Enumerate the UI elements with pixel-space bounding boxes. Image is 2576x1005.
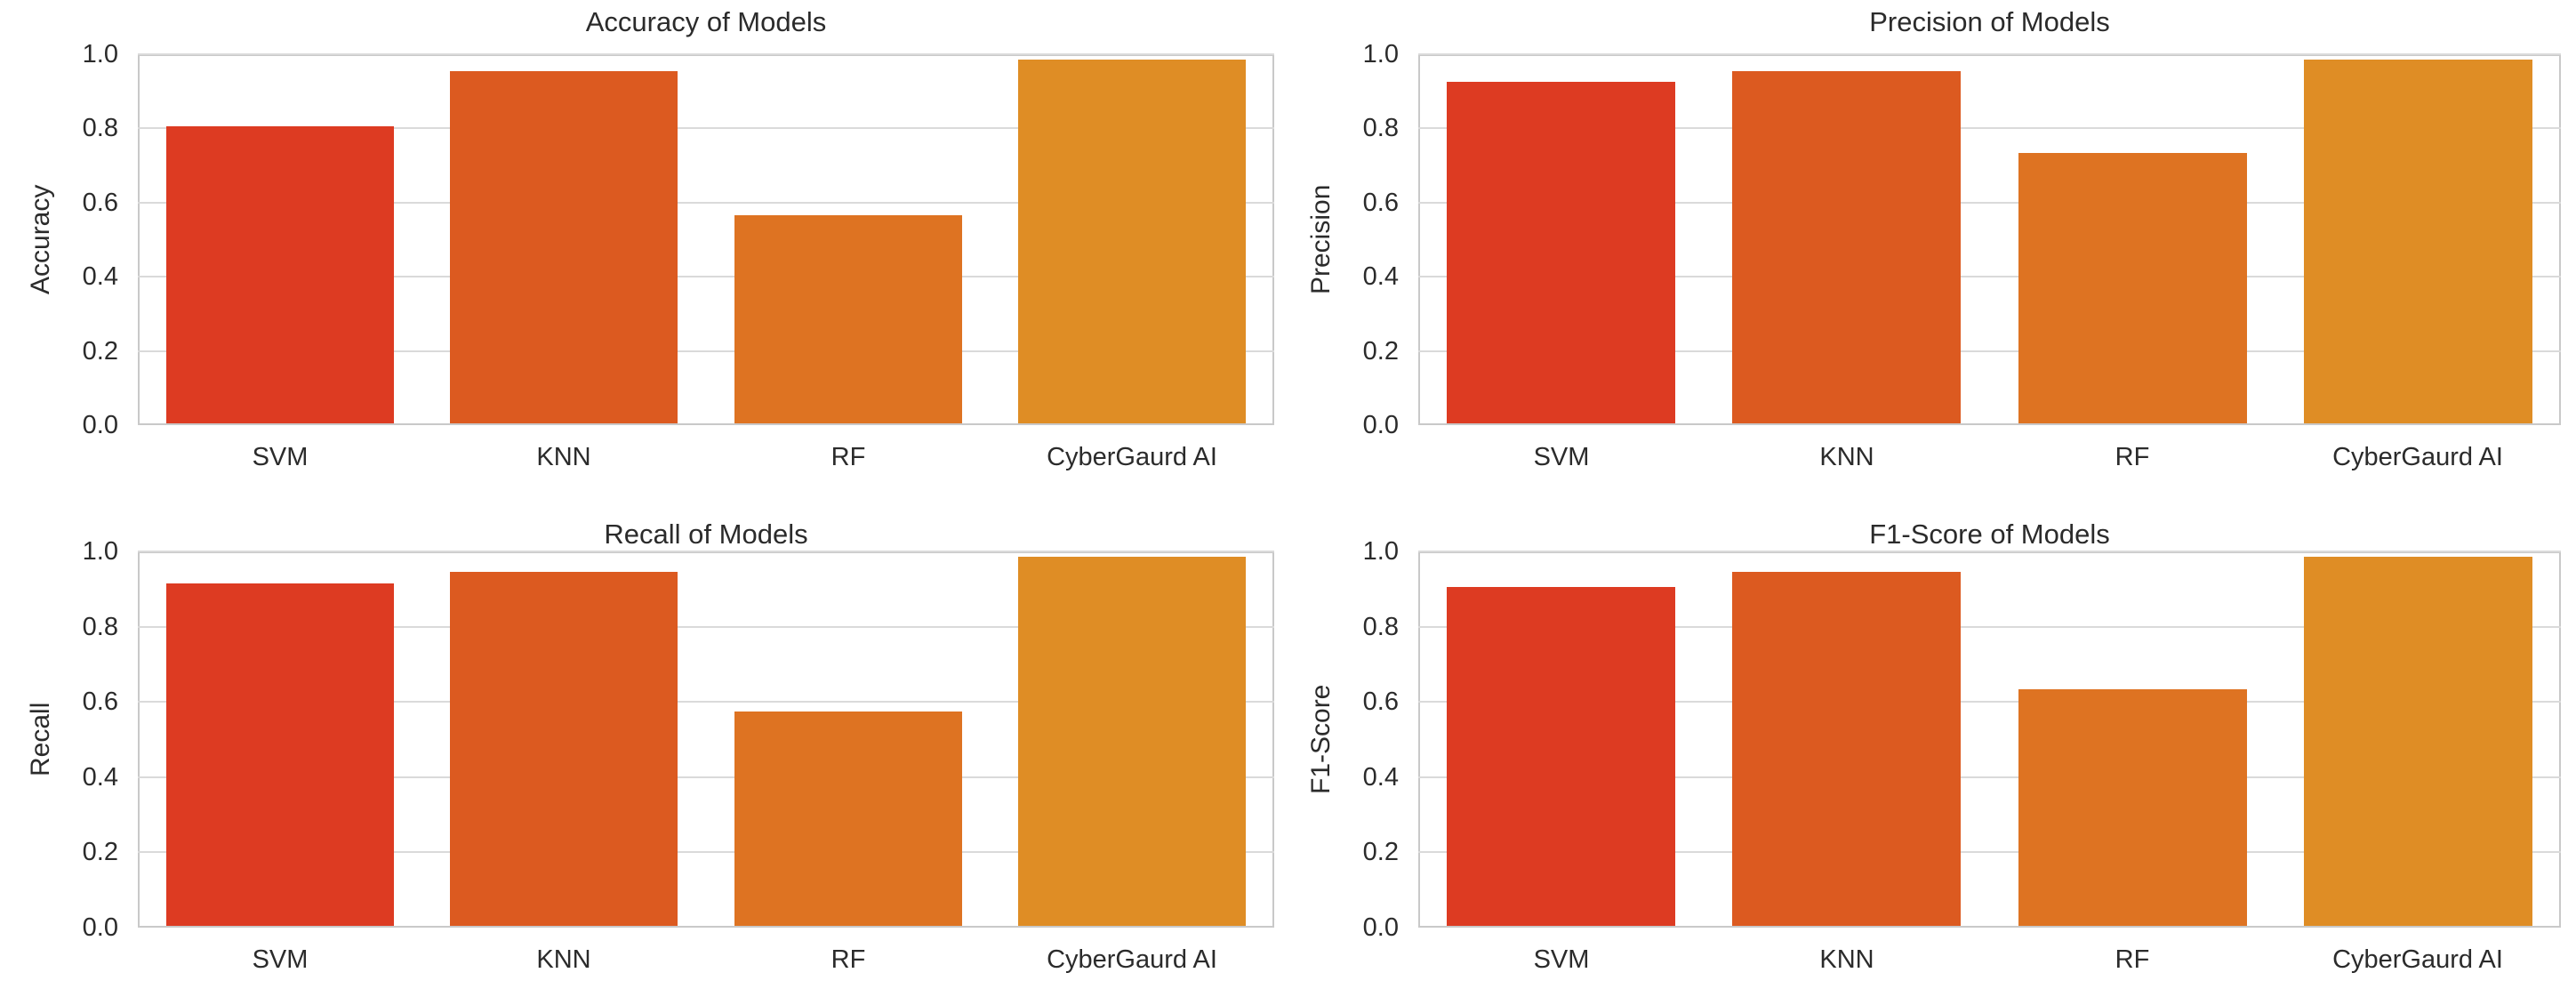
gridline-accuracy-1.0 (138, 53, 1274, 55)
y-tick-label-f1-score-1.0: 1.0 (1362, 537, 1399, 566)
gridline-f1-score-0.2 (1418, 851, 2561, 853)
y-tick-label-accuracy-0.6: 0.6 (82, 189, 118, 217)
y-tick-label-accuracy-0.2: 0.2 (82, 337, 118, 366)
y-axis-label-accuracy: Accuracy (26, 184, 55, 295)
y-tick-label-recall-0.0: 0.0 (82, 913, 118, 942)
bar-accuracy-svm (166, 126, 394, 423)
bar-precision-rf (2018, 153, 2247, 423)
y-tick-label-f1-score-0.4: 0.4 (1362, 763, 1399, 792)
x-tick-label-f1-score-cybergaurd-ai: CyberGaurd AI (2332, 945, 2503, 974)
x-tick-label-f1-score-rf: RF (2115, 945, 2150, 974)
bar-accuracy-cybergaurd-ai (1018, 60, 1246, 423)
bar-f1-score-rf (2018, 689, 2247, 926)
gridline-recall-0.8 (138, 626, 1274, 628)
bar-f1-score-svm (1447, 587, 1675, 926)
x-tick-label-recall-rf: RF (831, 945, 866, 974)
bar-f1-score-cybergaurd-ai (2304, 557, 2532, 926)
x-tick-label-recall-svm: SVM (252, 945, 309, 974)
x-tick-label-f1-score-svm: SVM (1533, 945, 1590, 974)
gridline-recall-1.0 (138, 551, 1274, 552)
y-tick-label-precision-0.6: 0.6 (1362, 189, 1399, 217)
gridline-f1-score-1.0 (1418, 551, 2561, 552)
gridline-precision-0.8 (1418, 127, 2561, 129)
x-tick-label-recall-cybergaurd-ai: CyberGaurd AI (1047, 945, 1217, 974)
y-tick-label-accuracy-0.4: 0.4 (82, 262, 118, 291)
x-tick-label-precision-svm: SVM (1533, 443, 1590, 471)
y-tick-label-precision-0.0: 0.0 (1362, 411, 1399, 439)
gridline-accuracy-0.2 (138, 350, 1274, 352)
y-tick-label-recall-0.2: 0.2 (82, 838, 118, 866)
y-tick-label-precision-0.8: 0.8 (1362, 114, 1399, 142)
x-tick-label-f1-score-knn: KNN (1819, 945, 1874, 974)
y-tick-label-precision-1.0: 1.0 (1362, 40, 1399, 68)
x-tick-label-precision-cybergaurd-ai: CyberGaurd AI (2332, 443, 2503, 471)
bar-accuracy-knn (450, 71, 678, 423)
y-tick-label-recall-0.4: 0.4 (82, 763, 118, 792)
gridline-precision-1.0 (1418, 53, 2561, 55)
bar-precision-knn (1732, 71, 1961, 423)
bar-precision-svm (1447, 82, 1675, 423)
gridline-f1-score-0.6 (1418, 701, 2561, 703)
y-tick-label-precision-0.2: 0.2 (1362, 337, 1399, 366)
y-tick-label-f1-score-0.0: 0.0 (1362, 913, 1399, 942)
gridline-precision-0.2 (1418, 350, 2561, 352)
gridline-precision-0.6 (1418, 202, 2561, 204)
chart-title-precision: Precision of Models (1869, 6, 2110, 37)
bar-f1-score-knn (1732, 572, 1961, 926)
gridline-recall-0.6 (138, 701, 1274, 703)
gridline-recall-0.4 (138, 776, 1274, 778)
x-tick-label-accuracy-knn: KNN (536, 443, 591, 471)
bar-recall-rf (734, 712, 962, 926)
chart-title-accuracy: Accuracy of Models (585, 6, 827, 37)
y-tick-label-recall-1.0: 1.0 (82, 537, 118, 566)
y-tick-label-recall-0.6: 0.6 (82, 687, 118, 716)
bar-recall-cybergaurd-ai (1018, 557, 1246, 926)
x-tick-label-accuracy-svm: SVM (252, 443, 309, 471)
x-tick-label-precision-knn: KNN (1819, 443, 1874, 471)
bar-recall-knn (450, 572, 678, 926)
gridline-f1-score-0.8 (1418, 626, 2561, 628)
y-tick-label-f1-score-0.6: 0.6 (1362, 687, 1399, 716)
gridline-f1-score-0.4 (1418, 776, 2561, 778)
y-tick-label-accuracy-1.0: 1.0 (82, 40, 118, 68)
gridline-recall-0.2 (138, 851, 1274, 853)
gridline-precision-0.4 (1418, 276, 2561, 277)
x-tick-label-accuracy-cybergaurd-ai: CyberGaurd AI (1047, 443, 1217, 471)
gridline-accuracy-0.4 (138, 276, 1274, 277)
y-tick-label-f1-score-0.2: 0.2 (1362, 838, 1399, 866)
y-tick-label-f1-score-0.8: 0.8 (1362, 613, 1399, 641)
gridline-accuracy-0.8 (138, 127, 1274, 129)
x-tick-label-recall-knn: KNN (536, 945, 591, 974)
y-tick-label-accuracy-0.8: 0.8 (82, 114, 118, 142)
bar-accuracy-rf (734, 215, 962, 423)
chart-title-recall: Recall of Models (604, 519, 808, 550)
bar-precision-cybergaurd-ai (2304, 60, 2532, 423)
gridline-accuracy-0.6 (138, 202, 1274, 204)
y-tick-label-recall-0.8: 0.8 (82, 613, 118, 641)
y-axis-label-recall: Recall (26, 702, 55, 777)
y-tick-label-precision-0.4: 0.4 (1362, 262, 1399, 291)
x-tick-label-accuracy-rf: RF (831, 443, 866, 471)
y-axis-label-f1-score: F1-Score (1306, 684, 1336, 795)
bar-recall-svm (166, 583, 394, 926)
chart-title-f1-score: F1-Score of Models (1869, 519, 2110, 550)
x-tick-label-precision-rf: RF (2115, 443, 2150, 471)
y-axis-label-precision: Precision (1306, 184, 1336, 295)
y-tick-label-accuracy-0.0: 0.0 (82, 411, 118, 439)
